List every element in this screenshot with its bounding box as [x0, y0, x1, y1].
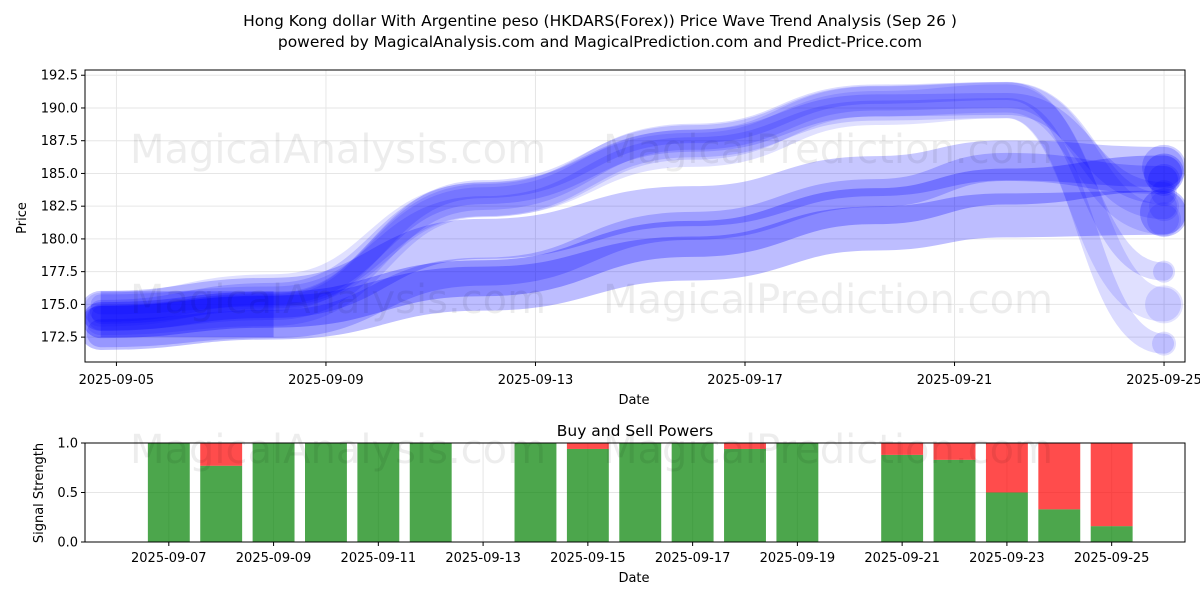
buy-power-bar	[305, 443, 347, 542]
buy-power-bar	[357, 443, 400, 542]
buy-power-bar	[985, 492, 1028, 542]
watermark-prediction-bottom: MagicalPrediction.com	[603, 427, 1053, 473]
power-y-tick-label: 1.0	[57, 437, 78, 452]
buy-power-bar	[776, 443, 819, 542]
sell-power-bar	[1038, 443, 1081, 510]
sell-power-bar	[200, 443, 243, 466]
power-y-tick-label: 0.0	[57, 536, 78, 551]
sell-power-bar	[724, 443, 766, 449]
price-x-tick-label: 2025-09-09	[288, 373, 364, 388]
buy-power-bar	[671, 443, 714, 542]
price-x-label: Date	[618, 393, 649, 408]
price-grid	[85, 70, 1185, 362]
power-x-tick-label: 2025-09-15	[550, 551, 626, 566]
chart-title-line2: powered by MagicalAnalysis.com and Magic…	[278, 33, 922, 51]
price-y-tick-label: 175.0	[41, 298, 78, 313]
price-wave-end-marker	[1142, 144, 1185, 189]
price-plot-frame	[84, 69, 1186, 363]
buy-power-bar	[147, 443, 190, 542]
power-watermarks: MagicalAnalysis.com MagicalPrediction.co…	[130, 427, 1053, 473]
price-y-tick-label: 172.5	[41, 331, 78, 346]
price-wave-wave-upper-1	[89, 93, 1176, 322]
power-bars	[147, 443, 1133, 542]
watermark-analysis-bottom: MagicalAnalysis.com	[130, 427, 546, 473]
power-x-tick-label: 2025-09-09	[236, 551, 312, 566]
price-y-label: Price	[15, 202, 30, 234]
price-y-tick-label: 192.5	[41, 69, 78, 84]
watermark-analysis-mid: MagicalAnalysis.com	[130, 277, 546, 323]
power-x-tick-label: 2025-09-17	[655, 551, 731, 566]
buy-power-bar	[724, 448, 766, 542]
chart-title-line1: Hong Kong dollar With Argentine peso (HK…	[243, 12, 957, 30]
price-wave-bands	[85, 81, 1185, 356]
power-x-tick-label: 2025-09-11	[341, 551, 417, 566]
price-wave-end-marker	[1151, 180, 1178, 207]
price-watermarks: MagicalAnalysis.com MagicalPrediction.co…	[130, 127, 1053, 323]
buy-power-bar	[409, 443, 452, 542]
power-x-tick-label: 2025-09-25	[1074, 551, 1150, 566]
buy-power-bar	[1038, 509, 1081, 542]
sell-power-bar	[566, 443, 609, 449]
price-y-tick-label: 187.5	[41, 134, 78, 149]
price-y-tick-label: 180.0	[41, 232, 78, 247]
price-y-tick-label: 185.0	[41, 167, 78, 182]
price-y-tick-label: 182.5	[41, 200, 78, 215]
buy-power-bar	[514, 443, 557, 542]
price-x-tick-label: 2025-09-17	[707, 373, 783, 388]
power-y-tick-label: 0.5	[57, 486, 78, 501]
buy-power-bar	[200, 465, 243, 542]
watermark-analysis-top: MagicalAnalysis.com	[130, 127, 546, 173]
buy-power-bar	[881, 454, 924, 542]
price-axes-ticks: 2025-09-05 2025-09-09 2025-09-13 2025-09-17…	[41, 69, 1200, 388]
power-x-tick-label: 2025-09-21	[864, 551, 940, 566]
price-wave-end-marker	[1140, 188, 1185, 237]
price-y-tick-label: 177.5	[41, 265, 78, 280]
price-wave-end-marker	[1144, 153, 1185, 194]
buy-power-bar	[566, 448, 609, 542]
price-wave-end-marker	[1145, 285, 1184, 324]
price-wave-wave-upper-4	[91, 81, 1174, 324]
price-wave-wave-lower-2	[85, 155, 1183, 339]
price-y-tick-label: 190.0	[41, 101, 78, 116]
power-x-tick-label: 2025-09-23	[969, 551, 1045, 566]
price-x-tick-label: 2025-09-21	[917, 373, 993, 388]
sell-power-bar	[1090, 443, 1133, 527]
sell-power-bar	[933, 443, 976, 460]
power-x-tick-label: 2025-09-13	[445, 551, 521, 566]
watermark-prediction-mid: MagicalPrediction.com	[603, 277, 1053, 323]
power-x-tick-label: 2025-09-07	[131, 551, 207, 566]
price-wave-end-marker	[1153, 260, 1176, 283]
price-x-tick-label: 2025-09-13	[498, 373, 574, 388]
watermark-prediction-top: MagicalPrediction.com	[603, 127, 1053, 173]
power-x-tick-label: 2025-09-19	[760, 551, 836, 566]
price-wave-wave-upper-6	[90, 97, 1175, 354]
power-x-label: Date	[618, 571, 649, 586]
sell-power-bar	[985, 443, 1028, 493]
buy-power-bar	[1090, 526, 1133, 542]
power-chart-title: Buy and Sell Powers	[557, 422, 714, 440]
price-x-tick-label: 2025-09-05	[79, 373, 155, 388]
power-y-label: Signal Strength	[32, 443, 47, 543]
price-wave-end-marker	[1148, 163, 1181, 196]
price-wave-wave-lower-3	[85, 190, 1185, 350]
sell-power-bar	[881, 443, 924, 455]
price-wave-end-marker	[1152, 331, 1177, 356]
price-wave-start-band	[100, 291, 274, 338]
price-wave-end-marker	[1149, 191, 1180, 222]
price-wave-wave-upper-3	[85, 82, 1180, 336]
price-x-tick-label: 2025-09-25	[1126, 373, 1200, 388]
power-axes-ticks: 2025-09-07 2025-09-09 2025-09-11 2025-09-13…	[57, 437, 1149, 567]
price-wave-wave-lower-1	[85, 140, 1185, 331]
price-wave-wave-lower-4	[86, 152, 1179, 348]
buy-power-bar	[252, 443, 295, 542]
price-wave-wave-upper-5	[85, 84, 1182, 327]
price-wave-end-marker	[1147, 202, 1182, 237]
buy-power-bar	[933, 459, 976, 542]
buy-power-bar	[619, 443, 662, 542]
price-wave-wave-upper-2	[87, 81, 1178, 331]
